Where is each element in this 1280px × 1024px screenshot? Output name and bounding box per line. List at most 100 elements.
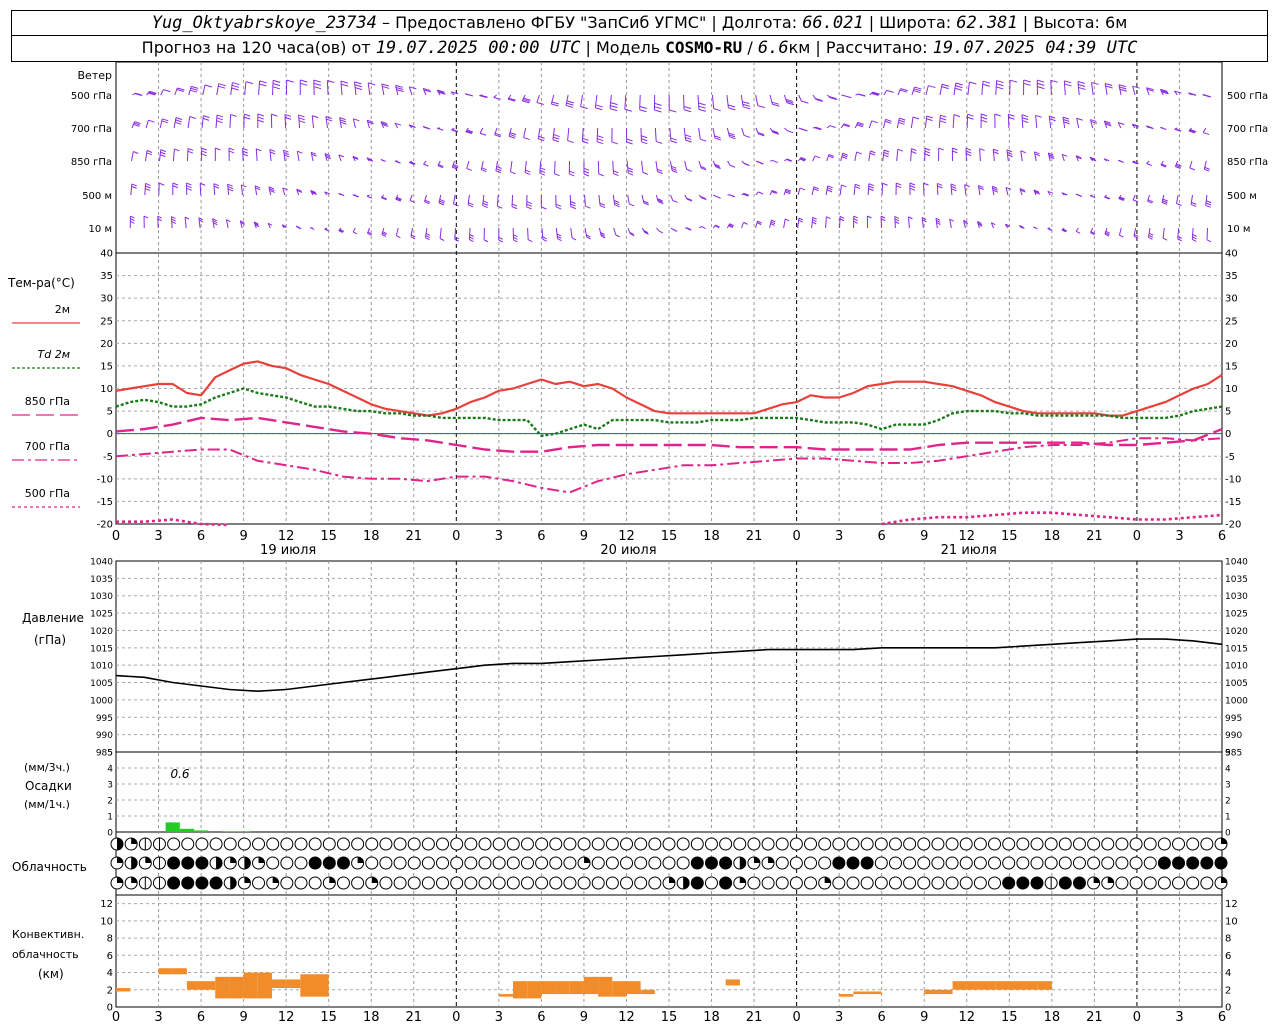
y-tick-label-right: 5: [1225, 407, 1231, 418]
wind-barb-feather: [1034, 153, 1041, 157]
wind-barb-feather: [827, 185, 833, 189]
wind-barb-feather: [1048, 156, 1055, 159]
cloud-circle: [888, 856, 902, 870]
wind-barb-shaft: [186, 148, 189, 162]
wind-barb-feather: [284, 154, 290, 158]
cloud-circle: [789, 837, 803, 851]
cloud-symbol: [308, 856, 322, 870]
wind-barb-feather: [868, 185, 874, 189]
wind-barb-feather: [176, 89, 184, 92]
cloud-symbol: [605, 856, 619, 870]
wind-barb-shaft: [812, 155, 816, 162]
wind-barb-feather: [187, 150, 194, 154]
cloud-circle: [1072, 837, 1086, 851]
wind-barb-shaft: [755, 94, 759, 106]
wind-barb-shaft: [727, 160, 731, 166]
wind-barb-shaft: [713, 194, 716, 197]
cloud-circle: [775, 837, 789, 851]
cloud-symbol: [365, 837, 379, 851]
wind-barb-feather: [580, 106, 588, 110]
wind-barb-feather: [513, 239, 518, 243]
wind-barb-feather: [940, 114, 947, 118]
cloud-symbol: [1072, 837, 1086, 851]
wind-barb-feather: [1061, 153, 1068, 157]
cloud-symbol: [421, 856, 435, 870]
convective-bar: [257, 972, 272, 999]
cloud-circle: [563, 876, 577, 890]
wind-barb-feather: [583, 170, 590, 174]
wind-barb-shaft: [655, 160, 658, 172]
wind-barb-feather: [654, 102, 662, 106]
wind-barb-shaft: [267, 223, 271, 229]
wind-barb-feather: [1192, 236, 1197, 240]
wind-barb-shaft: [825, 185, 829, 196]
cloud-symbol: [351, 876, 365, 890]
cloud-fill: [357, 857, 364, 863]
cloud-symbol: [818, 837, 832, 851]
cloud-symbol: [648, 876, 662, 890]
wind-barb-shaft: [565, 94, 569, 106]
wind-barb-feather: [899, 89, 908, 93]
cloud-circle: [195, 837, 209, 851]
cloud-symbol: [237, 876, 251, 890]
wind-barb-feather: [522, 100, 530, 104]
wind-barb-feather: [311, 153, 317, 157]
wind-barb-shaft: [310, 152, 314, 162]
wind-barb-feather: [253, 221, 259, 225]
wind-barb-feather: [685, 139, 692, 143]
wind-barb-feather: [354, 84, 362, 88]
cloud-symbol: [888, 876, 902, 890]
longitude-value: 66.021: [802, 13, 864, 33]
cloud-symbol: [620, 837, 634, 851]
y-tick-label-left: 985: [96, 749, 113, 759]
wind-barb-feather: [772, 103, 780, 107]
y-tick-label-right: 20: [1225, 339, 1238, 350]
wind-barb-shaft: [784, 127, 788, 132]
wind-barb-feather: [922, 219, 927, 223]
wind-barb-shaft: [454, 227, 457, 240]
wind-barb-feather: [257, 119, 264, 123]
cloud-fill: [768, 857, 775, 863]
wind-barb-feather: [269, 189, 275, 193]
cloud-fill: [244, 857, 251, 869]
wind-barb-feather: [729, 136, 736, 140]
wind-barb-feather: [844, 95, 852, 99]
wind-barb-shaft: [541, 227, 544, 240]
wind-barb-feather: [654, 109, 662, 113]
wind-barb-feather: [213, 222, 218, 226]
wind-barb-shaft: [992, 149, 995, 162]
cloud-circle: [860, 837, 874, 851]
wind-barb-feather: [698, 102, 706, 106]
wind-barb-shaft: [1104, 83, 1108, 96]
cloud-circle: [209, 837, 223, 851]
wind-barb-feather: [511, 206, 518, 210]
wind-barb-feather: [924, 153, 931, 157]
wind-barb-feather: [814, 127, 821, 131]
wind-barb-feather: [1104, 122, 1112, 126]
wind-barb-feather: [297, 150, 303, 154]
cloud-circle: [1200, 876, 1214, 890]
wind-barb-feather: [1204, 168, 1210, 172]
wind-barb-feather: [232, 82, 240, 86]
wind-barb-feather: [771, 219, 776, 223]
x-tick-label: 0: [1133, 529, 1141, 544]
cloud-symbol: [733, 856, 747, 870]
wind-barb-feather: [1090, 195, 1096, 199]
wind-barb-shaft: [894, 216, 896, 229]
cloud-circle: [1200, 856, 1214, 870]
wind-barb-feather: [800, 156, 807, 160]
x-tick-label: 3: [495, 1010, 503, 1024]
cloud-circle: [761, 876, 775, 890]
wind-barb-shaft: [669, 127, 672, 141]
cloud-symbol: [294, 837, 308, 851]
wind-barb-shaft: [352, 156, 356, 162]
wind-barb-feather: [395, 84, 403, 88]
cloud-circle: [1172, 856, 1186, 870]
cloud-symbol: [379, 856, 393, 870]
wind-barb-feather: [771, 129, 778, 133]
wind-barb-shaft: [282, 187, 286, 196]
wind-barb-feather: [340, 80, 349, 84]
precip-bar: [165, 822, 180, 832]
wind-barb-feather: [177, 87, 185, 91]
